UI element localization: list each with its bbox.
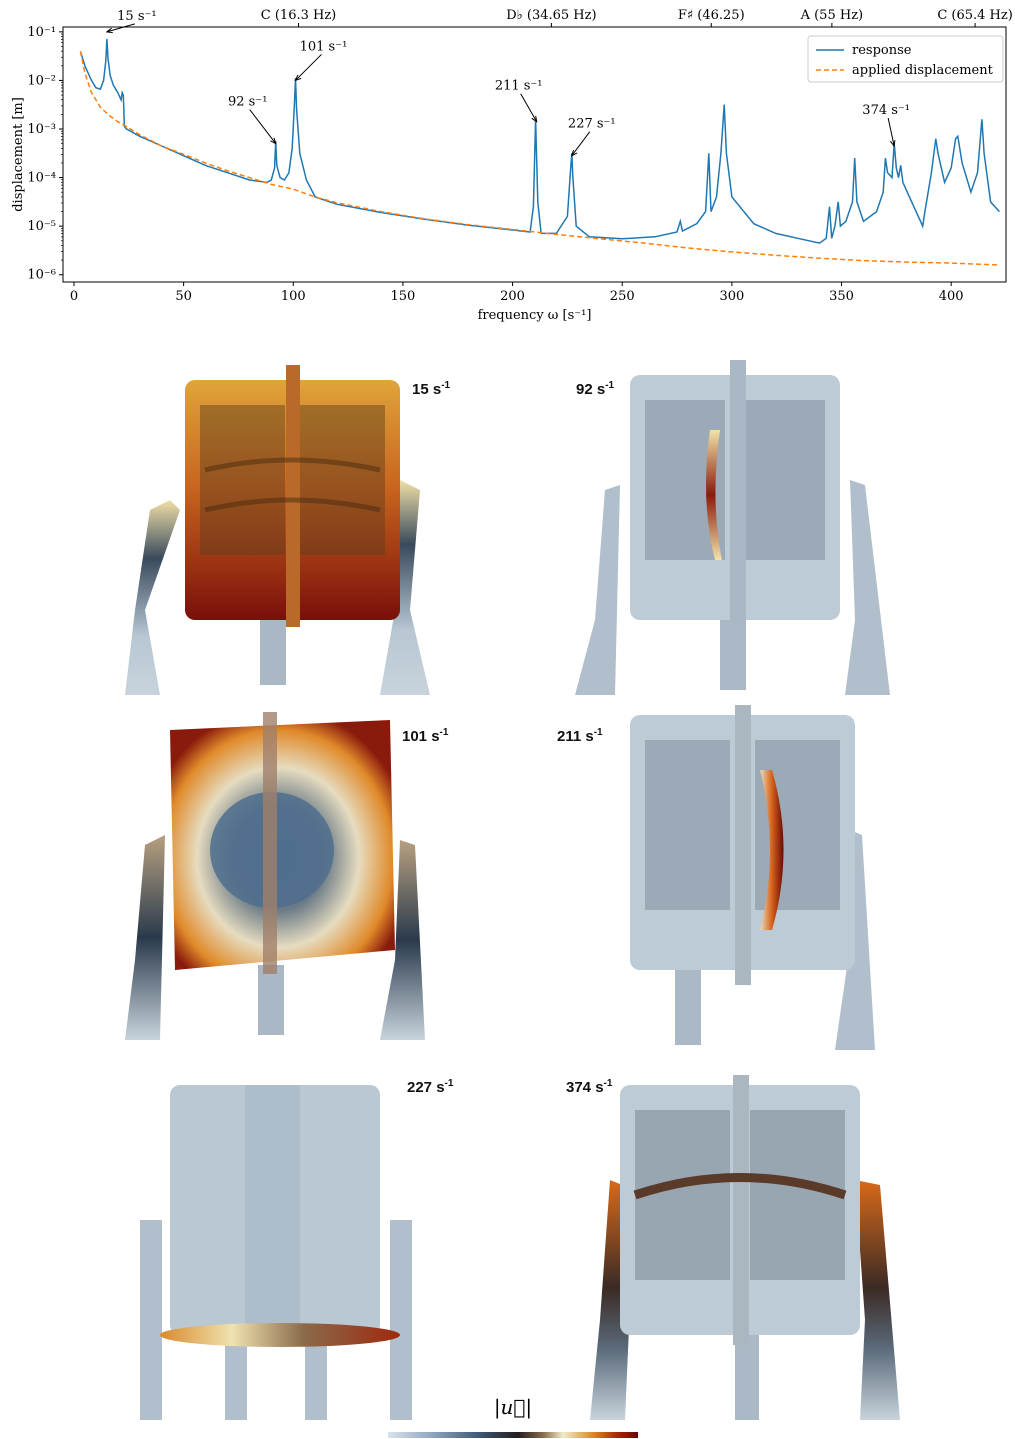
x-tick-label: 0	[70, 289, 78, 304]
y-tick-label: 10⁻⁶	[27, 268, 56, 283]
mode-label-211: 211 s-1	[557, 727, 603, 745]
annotation-label: 15 s⁻¹	[117, 9, 156, 24]
mode-panel-15	[110, 360, 450, 700]
mode-label-227: 227 s-1	[407, 1078, 454, 1096]
annotation-arrow	[249, 109, 277, 144]
annotation-arrow	[571, 131, 591, 157]
mode-panel-374	[580, 1070, 910, 1425]
mode-label-15: 15 s-1	[412, 380, 451, 398]
x-tick-label: 50	[175, 289, 192, 304]
y-tick-label: 10⁻²	[27, 73, 56, 88]
x-tick-label: 350	[829, 289, 854, 304]
top-tick-label: F♯ (46.25)	[678, 8, 745, 23]
x-axis-label: frequency ω [s⁻¹]	[478, 308, 592, 323]
mode-panel-92	[560, 360, 910, 700]
legend-label: response	[852, 43, 912, 58]
mode-label-101: 101 s-1	[402, 727, 449, 745]
mode-label-92: 92 s-1	[576, 380, 615, 398]
annotation-arrowhead	[890, 139, 896, 148]
annotation-label: 374 s⁻¹	[862, 103, 910, 118]
annotation-arrowhead	[570, 149, 578, 157]
annotation-arrowhead	[531, 115, 538, 123]
annotation-arrow	[295, 54, 322, 81]
annotation-label: 92 s⁻¹	[228, 95, 267, 110]
x-tick-label: 150	[391, 289, 416, 304]
mode-panel-211	[600, 700, 900, 1055]
x-tick-label: 300	[719, 289, 744, 304]
y-axis-label: displacement [m]	[11, 97, 26, 212]
top-tick-label: C (65.4 Hz)	[937, 8, 1013, 23]
annotation-label: 211 s⁻¹	[495, 79, 543, 94]
colorbar-gradient	[388, 1432, 638, 1438]
annotation-label: 227 s⁻¹	[568, 117, 616, 132]
annotation-arrowhead	[294, 74, 302, 82]
top-tick-label: C (16.3 Hz)	[261, 8, 337, 23]
x-tick-label: 100	[281, 289, 306, 304]
colorbar: |u⃗|	[388, 1395, 638, 1439]
legend-label: applied displacement	[852, 63, 994, 78]
mode-panel-101	[110, 710, 450, 1050]
annotation-arrow	[106, 23, 135, 33]
y-tick-label: 10⁻⁵	[27, 219, 56, 234]
mode-label-374: 374 s-1	[566, 1078, 613, 1096]
annotation-label: 101 s⁻¹	[300, 39, 348, 54]
top-tick-label: D♭ (34.65 Hz)	[506, 8, 596, 23]
colorbar-title: |u⃗|	[493, 1395, 533, 1419]
annotation-arrowhead	[270, 137, 277, 145]
annotation-arrow	[520, 93, 538, 122]
mode-panel-227	[130, 1070, 430, 1425]
x-tick-label: 400	[939, 289, 964, 304]
y-tick-label: 10⁻⁴	[27, 171, 56, 186]
x-tick-label: 250	[610, 289, 635, 304]
x-tick-label: 200	[500, 289, 525, 304]
annotation-arrow	[887, 117, 895, 147]
annotation-arrowhead	[105, 27, 113, 34]
frequency-response-chart: 0 50 100 150 200 250 300 350 400 10⁻⁶ 10⁻⁵ 10⁻⁴ 10⁻³…	[11, 8, 1013, 323]
top-tick-label: A (55 Hz)	[800, 8, 864, 23]
legend-box	[807, 35, 1004, 83]
series-line-applied-displacement	[79, 51, 1000, 266]
y-tick-label: 10⁻¹	[27, 25, 56, 40]
y-tick-label: 10⁻³	[27, 122, 56, 137]
